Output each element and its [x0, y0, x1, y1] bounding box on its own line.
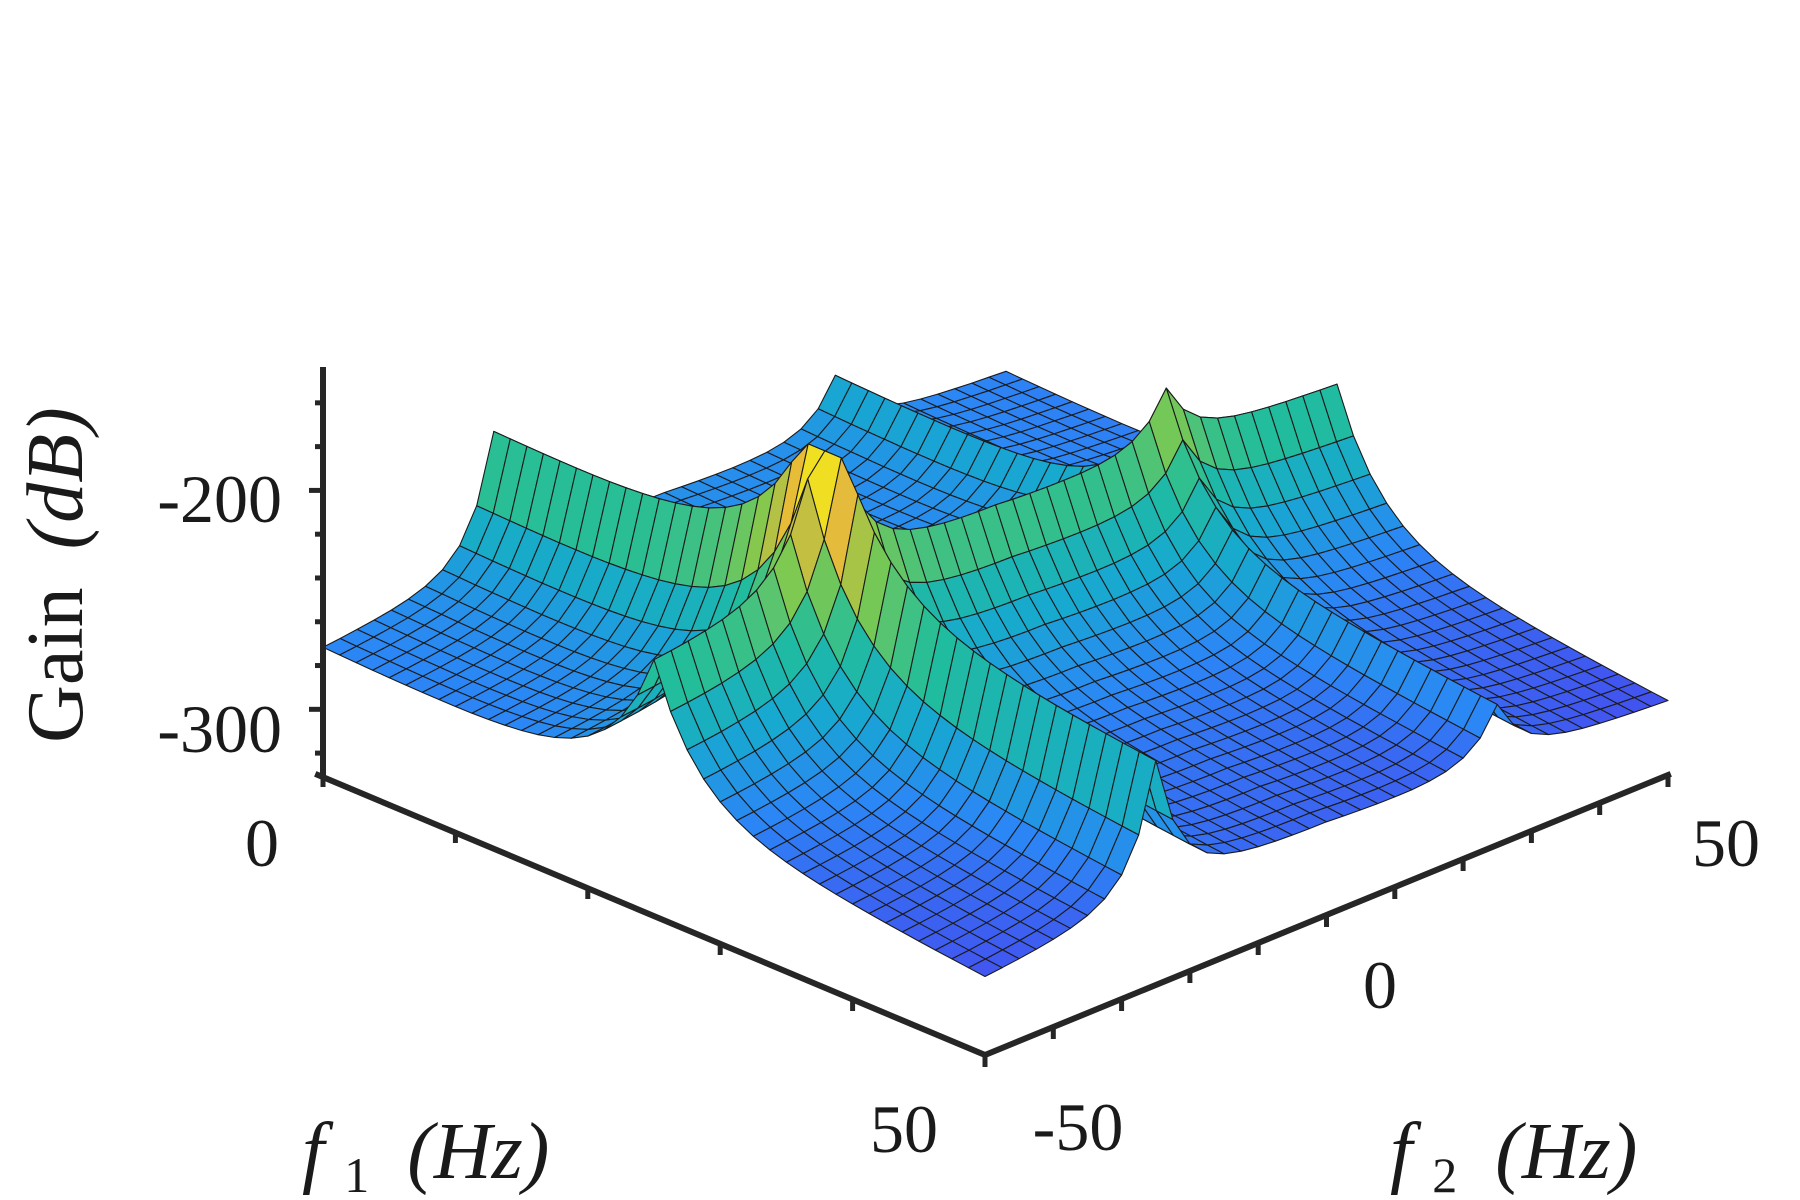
- surface-mesh: [322, 370, 1669, 978]
- x-axis-title: f 1 (Hz): [302, 1108, 549, 1200]
- surface-patch: [967, 958, 1003, 978]
- y-axis-title-unit: (Hz): [1495, 1108, 1637, 1196]
- axes: [309, 367, 1672, 1067]
- z-axis-title-main: Gain: [12, 587, 100, 743]
- z-axis-title-unit: (dB): [12, 407, 100, 549]
- y-axis-title: f 2 (Hz): [1390, 1108, 1637, 1200]
- z-axis-title: Gain (dB): [12, 407, 100, 743]
- x-axis-title-unit: (Hz): [407, 1108, 549, 1196]
- z-tick-label-minus-200: -200: [157, 461, 282, 537]
- y-axis-title-sub: 2: [1432, 1147, 1457, 1200]
- x-tick-label-50: 50: [870, 1091, 938, 1167]
- x-axis-line: [314, 771, 989, 1059]
- y-tick-label-0: 0: [1363, 947, 1397, 1023]
- x-tick-label-0: 0: [245, 805, 279, 881]
- y-tick-label-minus-50: -50: [1033, 1089, 1124, 1165]
- ticks: [309, 400, 1671, 1067]
- y-axis-title-main: f: [1390, 1108, 1422, 1196]
- z-tick-label-minus-300: -300: [157, 691, 282, 767]
- y-tick-label-50: 50: [1692, 805, 1760, 881]
- x-axis-title-sub: 1: [344, 1147, 369, 1200]
- x-axis-title-main: f: [302, 1108, 334, 1196]
